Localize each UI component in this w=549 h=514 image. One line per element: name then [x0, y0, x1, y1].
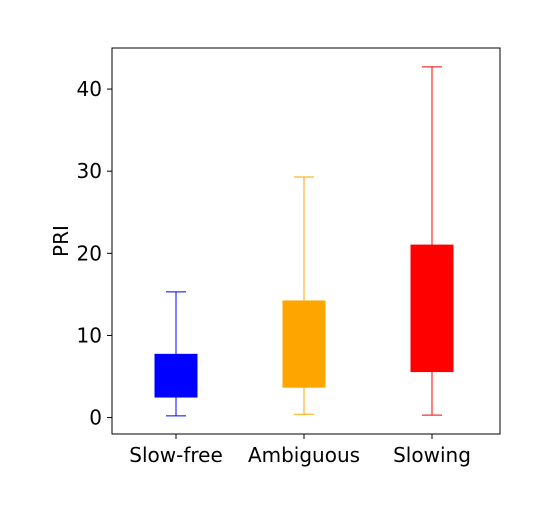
box-iqr: [154, 353, 198, 398]
axes: Slow-free Ambiguous Slowing 0 10 20 30 40: [77, 77, 471, 467]
box-iqr: [410, 244, 454, 373]
box-iqr: [282, 300, 326, 388]
y-axis-label: PRI: [49, 225, 73, 257]
y-tick-label: 10: [77, 323, 102, 347]
box-group-slowing: [410, 66, 454, 416]
y-tick-label: 20: [77, 241, 102, 265]
y-tick-label: 30: [77, 159, 102, 183]
x-tick-label: Ambiguous: [248, 443, 360, 467]
x-tick-label: Slow-free: [129, 443, 223, 467]
plot-area: [154, 66, 454, 417]
y-tick-label: 40: [77, 77, 102, 101]
axes-frame: [111, 47, 501, 435]
y-tick-label: 0: [89, 406, 102, 430]
x-tick-label: Slowing: [393, 443, 471, 467]
box-group-slow-free: [154, 291, 198, 417]
box-group-ambiguous: [282, 176, 326, 415]
